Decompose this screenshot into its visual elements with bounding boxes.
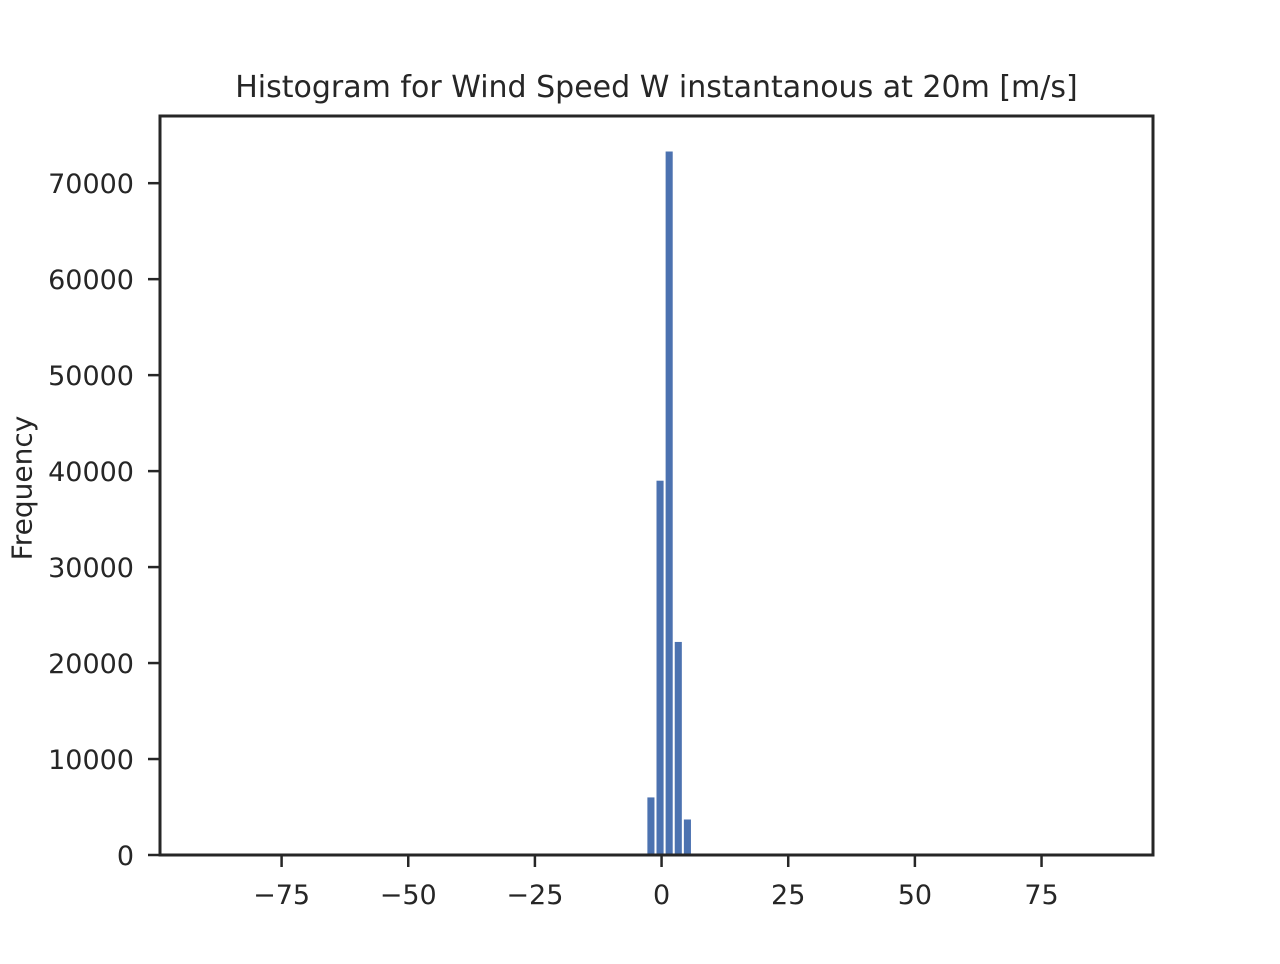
y-axis-label: Frequency [5,415,39,561]
y-tick-label: 40000 [48,457,134,488]
y-tick-label: 60000 [48,265,134,296]
x-tick-label: 75 [1024,880,1058,911]
plot-frame [158,114,1155,857]
y-tick-label: 70000 [48,169,134,200]
x-tick-label: 50 [898,880,932,911]
y-tick-label: 20000 [48,649,134,680]
histogram-bar-2 [665,151,673,855]
y-tick-label: 30000 [48,553,134,584]
x-tick-label: −25 [506,880,563,911]
x-tick-label: 25 [771,880,805,911]
x-tick-label: −50 [380,880,437,911]
chart-title: Histogram for Wind Speed W instantanous … [235,70,1078,105]
histogram-bar-4 [683,819,691,855]
histogram-bar-0 [647,797,655,855]
x-tick-label: −75 [253,880,310,911]
x-tick-label: 0 [653,880,670,911]
y-tick-label: 0 [117,841,134,872]
histogram-bar-3 [674,641,682,855]
histogram-bar-1 [656,480,664,855]
y-tick-label: 50000 [48,361,134,392]
y-axis-ticks: 0 10000 20000 30000 40000 50000 60000 70000 [48,169,160,872]
bars-group [647,151,691,855]
y-tick-label: 10000 [48,745,134,776]
x-axis-ticks: −75 −50 −25 0 25 50 75 [253,855,1059,911]
